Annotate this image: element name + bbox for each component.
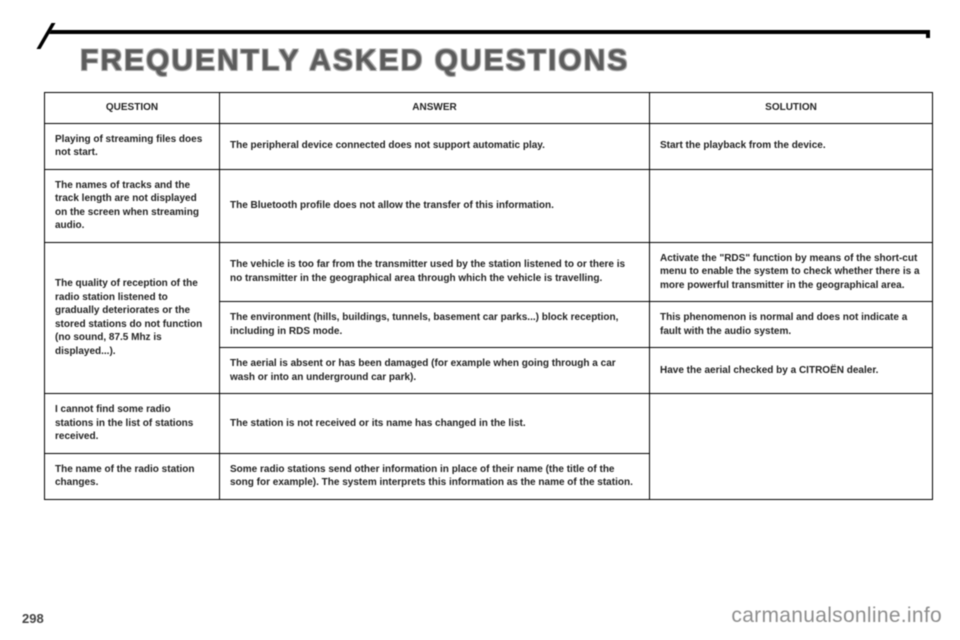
cell-answer: The Bluetooth profile does not allow the… — [220, 169, 650, 242]
table-row: The names of tracks and the track length… — [45, 169, 933, 242]
cell-solution: Have the aerial checked by a CITROËN dea… — [650, 348, 933, 394]
cell-solution: Activate the "RDS" function by means of … — [650, 242, 933, 302]
page-root: FREQUENTLY ASKED QUESTIONS QUESTION ANSW… — [0, 0, 960, 640]
cell-question: Playing of streaming files does not star… — [45, 123, 220, 169]
cell-solution: This phenomenon is normal and does not i… — [650, 302, 933, 348]
cell-question: The quality of reception of the radio st… — [45, 242, 220, 394]
cell-answer: Some radio stations send other informati… — [220, 453, 650, 499]
faq-table: QUESTION ANSWER SOLUTION Playing of stre… — [44, 92, 933, 500]
table-row: Playing of streaming files does not star… — [45, 123, 933, 169]
cell-answer: The vehicle is too far from the transmit… — [220, 242, 650, 302]
cell-answer: The environment (hills, buildings, tunne… — [220, 302, 650, 348]
table-row: The quality of reception of the radio st… — [45, 242, 933, 302]
watermark-text: carmanualsonline.info — [731, 604, 942, 628]
cell-question: I cannot find some radio stations in the… — [45, 394, 220, 454]
header-rule — [40, 30, 930, 38]
col-header-solution: SOLUTION — [650, 93, 933, 124]
cell-answer: The aerial is absent or has been damaged… — [220, 348, 650, 394]
page-title: FREQUENTLY ASKED QUESTIONS — [80, 44, 629, 78]
cell-answer: The peripheral device connected does not… — [220, 123, 650, 169]
table-row: I cannot find some radio stations in the… — [45, 394, 933, 454]
cell-question: The names of tracks and the track length… — [45, 169, 220, 242]
cell-question: The name of the radio station changes. — [45, 453, 220, 499]
col-header-answer: ANSWER — [220, 93, 650, 124]
page-number: 298 — [22, 611, 44, 626]
faq-table-wrap: QUESTION ANSWER SOLUTION Playing of stre… — [44, 92, 932, 500]
cell-solution: Start the playback from the device. — [650, 123, 933, 169]
col-header-question: QUESTION — [45, 93, 220, 124]
table-header-row: QUESTION ANSWER SOLUTION — [45, 93, 933, 124]
cell-answer: The station is not received or its name … — [220, 394, 650, 454]
cell-solution — [650, 394, 933, 500]
cell-solution — [650, 169, 933, 242]
